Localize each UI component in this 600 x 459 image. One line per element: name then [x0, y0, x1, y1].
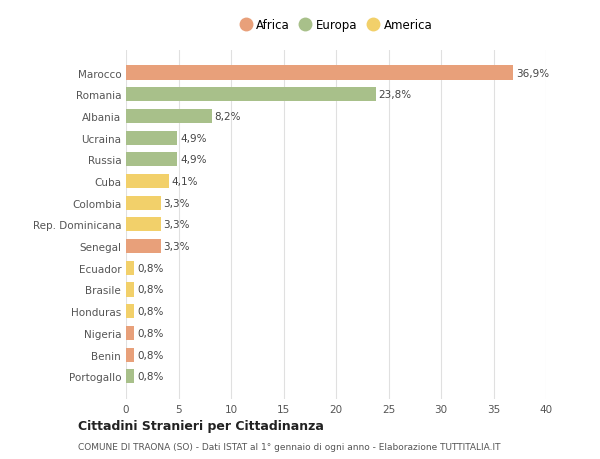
Text: 3,3%: 3,3% [163, 198, 190, 208]
Text: 3,3%: 3,3% [163, 241, 190, 252]
Text: 0,8%: 0,8% [137, 307, 163, 317]
Bar [126, 196, 161, 210]
Bar [126, 326, 134, 340]
Text: 4,1%: 4,1% [172, 177, 198, 187]
Bar [126, 174, 169, 189]
Text: 0,8%: 0,8% [137, 285, 163, 295]
Text: 36,9%: 36,9% [516, 68, 549, 78]
Bar [126, 348, 134, 362]
Text: 0,8%: 0,8% [137, 263, 163, 273]
Bar [126, 304, 134, 319]
Bar [126, 110, 212, 124]
Text: 0,8%: 0,8% [137, 350, 163, 360]
Bar [126, 153, 178, 167]
Bar [126, 240, 161, 253]
Text: 4,9%: 4,9% [180, 133, 206, 143]
Bar [126, 67, 514, 80]
Bar [126, 131, 178, 146]
Bar [126, 88, 376, 102]
Text: 0,8%: 0,8% [137, 328, 163, 338]
Text: Cittadini Stranieri per Cittadinanza: Cittadini Stranieri per Cittadinanza [78, 419, 324, 432]
Text: 3,3%: 3,3% [163, 220, 190, 230]
Bar [126, 218, 161, 232]
Bar [126, 283, 134, 297]
Text: 0,8%: 0,8% [137, 371, 163, 381]
Bar [126, 261, 134, 275]
Text: 8,2%: 8,2% [215, 112, 241, 122]
Legend: Africa, Europa, America: Africa, Europa, America [235, 15, 437, 37]
Text: 23,8%: 23,8% [379, 90, 412, 100]
Text: 4,9%: 4,9% [180, 155, 206, 165]
Bar [126, 369, 134, 383]
Text: COMUNE DI TRAONA (SO) - Dati ISTAT al 1° gennaio di ogni anno - Elaborazione TUT: COMUNE DI TRAONA (SO) - Dati ISTAT al 1°… [78, 442, 500, 451]
